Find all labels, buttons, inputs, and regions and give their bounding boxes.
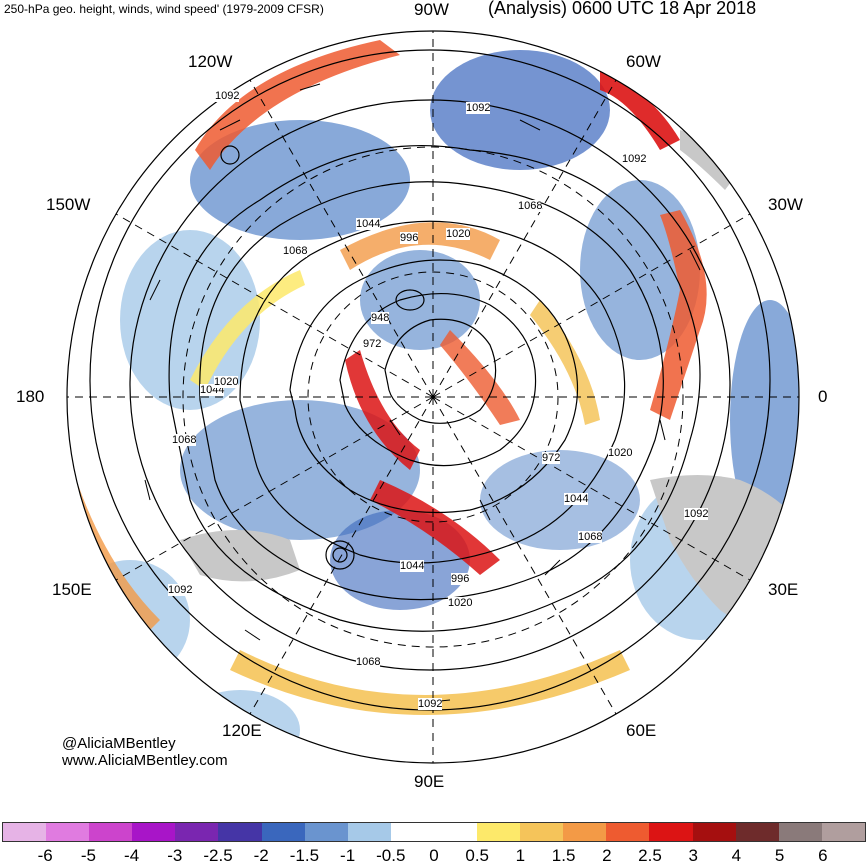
graticule	[67, 31, 799, 763]
colorbar-tick-label: 3	[688, 846, 698, 865]
credit-handle: @AliciaMBentley	[62, 735, 176, 752]
contour-label: 1044	[564, 493, 589, 505]
map-title: 250-hPa geo. height, winds, wind speed' …	[4, 2, 324, 16]
colorbar-cell	[735, 823, 779, 841]
colorbar-cell	[390, 823, 434, 841]
colorbar-tick-label: 4	[731, 846, 742, 865]
lon-label: 180	[16, 387, 45, 406]
contour-label: 1044	[400, 560, 425, 572]
contour-label: 1068	[578, 531, 603, 543]
contour-label: 1068	[518, 200, 543, 212]
height-contours	[89, 49, 771, 711]
meridian-line	[432, 396, 617, 715]
colorbar-labels: -6 -5 -4 -3 -2.5 -2 -1.5 -1 -0.5 0 0.5 1 1.5 2 2.5 3 4 5 6	[2, 846, 866, 865]
colorbar-tick-label: -0.5	[376, 846, 406, 865]
contour-label: 1020	[446, 228, 471, 240]
credit-website[interactable]: www.AliciaMBentley.com	[62, 752, 228, 769]
colorbar-cell	[520, 823, 564, 841]
colorbar-tick-label: 1.5	[551, 846, 576, 865]
latitude-circle	[182, 146, 684, 648]
meridian-line	[249, 79, 434, 398]
contour-label: 996	[451, 573, 470, 585]
colorbar-cell	[175, 823, 219, 841]
contour-label: 1092	[622, 153, 647, 165]
lon-label: 120E	[222, 721, 262, 740]
colorbar-tick-label: -1	[340, 846, 356, 865]
lon-label: 30E	[768, 580, 799, 599]
contour-label: 996	[400, 232, 419, 244]
lon-label: 90E	[414, 772, 445, 791]
colorbar-tick-label: 2.5	[638, 846, 662, 865]
colorbar-tick-label: 2	[602, 846, 612, 865]
meridian-line	[249, 396, 434, 715]
contour-label: 1020	[214, 376, 239, 388]
lon-label: 90W	[414, 0, 449, 19]
lon-label: 30W	[768, 195, 803, 214]
colorbar-tick-label: 6	[818, 846, 828, 865]
contour-label: 1020	[448, 597, 473, 609]
lon-label: 150E	[52, 580, 92, 599]
meridian-line	[115, 213, 434, 398]
colorbar-cell	[89, 823, 133, 841]
colorbar-tick-label: -3	[167, 846, 183, 865]
colorbar-cell	[304, 823, 348, 841]
colorbar-tick-label: 5	[774, 846, 785, 865]
colorbar-cell	[46, 823, 90, 841]
colorbar-cell	[132, 823, 176, 841]
colorbar-tick-label: 0.5	[465, 846, 490, 865]
credit: @AliciaMBentley www.AliciaMBentley.com	[62, 735, 228, 769]
colorbar-cell	[606, 823, 650, 841]
contour-label: 1092	[684, 508, 709, 520]
latitude-circle	[307, 271, 559, 523]
meridian-line	[432, 79, 617, 398]
colorbar-cell	[649, 823, 693, 841]
colorbar-cell	[261, 823, 305, 841]
contour-label: 972	[363, 338, 382, 350]
colorbar-tick-label: -4	[124, 846, 140, 865]
contour-label: 1092	[466, 102, 491, 114]
colorbar-tick-label: -1.5	[289, 846, 320, 865]
colorbar-tick-label: 1	[515, 846, 526, 865]
contour-label: 1068	[356, 656, 381, 668]
lon-label: 60W	[626, 52, 661, 71]
colorbar-tick-label: 0	[429, 846, 439, 865]
colorbar-tick-label: -2.5	[203, 846, 233, 865]
meridian-line	[432, 396, 751, 581]
colorbar-tick-label: -2	[253, 846, 269, 865]
colorbar-tick-label: -6	[37, 846, 53, 865]
lon-label: 60E	[626, 721, 657, 740]
contour-label: 1092	[168, 584, 193, 596]
colorbar-tick-label: -5	[80, 846, 96, 865]
colorbar-cell	[563, 823, 607, 841]
lon-label: 120W	[188, 52, 233, 71]
lon-label: 0	[818, 387, 828, 406]
contour-label: 948	[371, 312, 390, 324]
analysis-time: (Analysis) 0600 UTC 18 Apr 2018	[488, 0, 757, 18]
polar-map	[66, 30, 800, 764]
colorbar	[2, 822, 866, 842]
meridian-line	[432, 213, 751, 398]
colorbar-cell	[692, 823, 736, 841]
colorbar-cell	[3, 823, 47, 841]
contour-label: 1020	[608, 447, 633, 459]
contour-label: 1068	[172, 434, 197, 446]
colorbar-cell	[477, 823, 521, 841]
contour-label: 1092	[418, 698, 443, 710]
contour-label: 972	[542, 452, 561, 464]
lon-label: 150W	[46, 195, 91, 214]
colorbar-cell	[218, 823, 262, 841]
contour-label: 1044	[356, 218, 381, 230]
contour-label: 1068	[283, 245, 308, 257]
colorbar-cell	[778, 823, 822, 841]
colorbar-cell	[433, 823, 478, 841]
colorbar-cell	[347, 823, 391, 841]
colorbar-cell	[821, 823, 865, 841]
meridian-line	[115, 396, 434, 581]
contour-label: 1092	[215, 90, 240, 102]
